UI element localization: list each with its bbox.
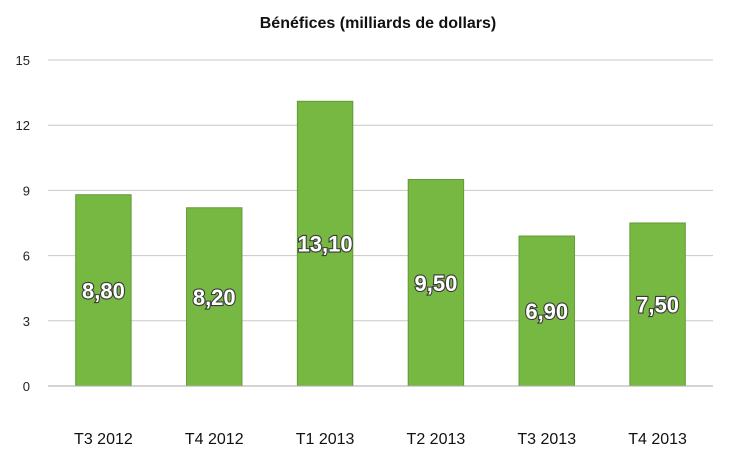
bar	[518, 235, 575, 387]
y-tick-label: 9	[23, 183, 30, 198]
x-tick-label: T2 2013	[407, 431, 466, 448]
bar	[296, 100, 354, 387]
bars	[75, 100, 686, 387]
data-label: 7,50	[636, 293, 679, 318]
x-tick-label: T4 2013	[628, 431, 687, 448]
x-tick-label: T4 2012	[185, 431, 244, 448]
y-tick-label: 0	[23, 379, 30, 394]
data-label: 8,20	[193, 285, 236, 310]
chart-title: Bénéfices (milliards de dollars)	[260, 15, 497, 32]
y-tick-label: 6	[23, 249, 30, 264]
y-tick-label: 3	[23, 314, 30, 329]
x-tick-label: T3 2013	[517, 431, 576, 448]
bar	[629, 222, 686, 387]
bar	[407, 179, 465, 387]
gridlines	[48, 59, 713, 322]
x-tick-label: T1 2013	[296, 431, 355, 448]
data-label: 9,50	[415, 271, 458, 296]
data-labels: 8,80 8,20 13,10 9,50 6,90 7,50	[81, 231, 680, 326]
bar	[75, 194, 132, 387]
y-axis-ticks: 0 3 6 9 12 15	[16, 53, 30, 394]
y-tick-label: 15	[16, 53, 30, 68]
x-axis-ticks: T3 2012 T4 2012 T1 2013 T2 2013 T3 2013 T4 20…	[74, 431, 687, 448]
x-tick-label: T3 2012	[74, 431, 133, 448]
y-tick-label: 12	[16, 118, 30, 133]
data-label: 13,10	[298, 232, 353, 257]
data-label: 8,80	[82, 278, 125, 303]
data-label: 6,90	[525, 299, 568, 324]
